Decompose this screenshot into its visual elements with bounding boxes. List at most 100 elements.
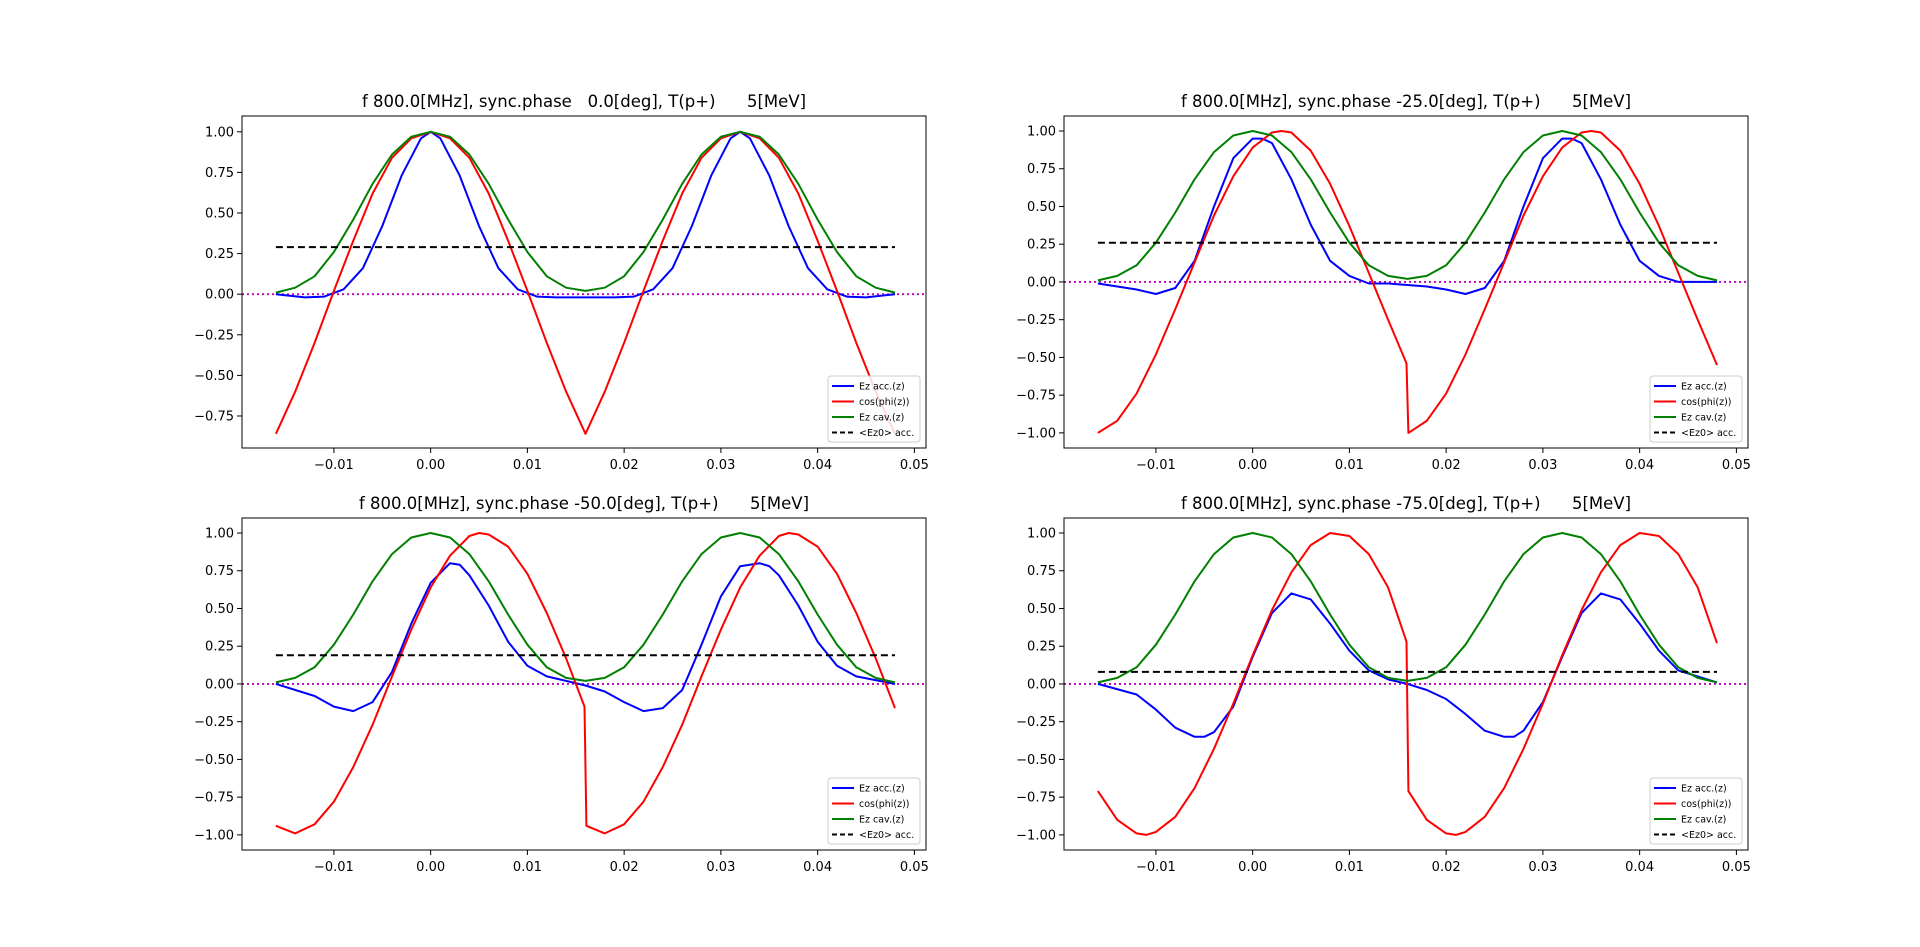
- legend-label: Ez acc.(z): [859, 784, 905, 795]
- series-line-2: [275, 532, 896, 835]
- x-tick-label: 0.00: [1238, 860, 1267, 875]
- series-line-1: [1097, 137, 1717, 295]
- y-tick-label: 0.00: [205, 677, 234, 692]
- x-tick-label: 0.03: [706, 458, 735, 473]
- x-tick-label: 0.02: [610, 860, 639, 875]
- legend: Ez acc.(z) cos(phi(z)) Ez cav.(z) <Ez0> acc…: [827, 777, 921, 845]
- x-tick-label: 0.00: [1238, 458, 1267, 473]
- x-tick-label: −0.01: [1136, 458, 1176, 473]
- y-tick-label: −0.50: [194, 369, 234, 384]
- chart-title: f 800.0[MHz], sync.phase -25.0[deg], T(p…: [1181, 92, 1631, 111]
- y-tick-label: −1.00: [1016, 828, 1056, 843]
- chart-title: f 800.0[MHz], sync.phase -75.0[deg], T(p…: [1181, 494, 1631, 513]
- legend-label: Ez cav.(z): [1681, 413, 1726, 424]
- series-line-3: [1097, 532, 1718, 684]
- legend-label: Ez cav.(z): [1681, 815, 1726, 826]
- y-tick-label: 0.25: [205, 640, 234, 655]
- subplot-1: f 800.0[MHz], sync.phase 0.0[deg], T(p+)…: [194, 92, 929, 473]
- legend-label: cos(phi(z)): [1681, 799, 1732, 810]
- y-tick-label: 0.50: [1027, 602, 1056, 617]
- x-tick-label: 0.04: [1625, 458, 1654, 473]
- y-tick-label: 0.50: [205, 602, 234, 617]
- series-line-1: [275, 562, 896, 713]
- y-tick-label: 0.00: [1027, 677, 1056, 692]
- series-line-2: [1097, 532, 1718, 836]
- y-tick-label: 1.00: [205, 125, 234, 140]
- series-line-1: [275, 130, 896, 299]
- x-tick-label: 0.05: [1722, 860, 1751, 875]
- legend-label: cos(phi(z)): [1681, 397, 1732, 408]
- y-tick-label: 0.50: [205, 206, 234, 221]
- x-tick-label: −0.01: [1136, 860, 1176, 875]
- x-tick-label: 0.00: [416, 458, 445, 473]
- legend-label: <Ez0> acc.: [859, 830, 914, 841]
- series-line-2: [1097, 130, 1718, 434]
- y-tick-label: −0.75: [194, 791, 234, 806]
- series-group: [1097, 532, 1718, 836]
- y-tick-label: −0.50: [194, 753, 234, 768]
- y-tick-label: 0.75: [1027, 162, 1056, 177]
- y-tick-label: −0.50: [1016, 753, 1056, 768]
- x-tick-label: 0.02: [1432, 860, 1461, 875]
- x-tick-label: 0.04: [803, 860, 832, 875]
- y-tick-label: 1.00: [205, 527, 234, 542]
- series-group: [274, 130, 896, 435]
- x-tick-label: 0.04: [1625, 860, 1654, 875]
- legend: Ez acc.(z) cos(phi(z)) Ez cav.(z) <Ez0> acc…: [1649, 375, 1743, 443]
- x-tick-label: 0.03: [706, 860, 735, 875]
- y-tick-label: 0.75: [205, 166, 234, 181]
- series-line-2: [274, 130, 896, 435]
- subplot-2: f 800.0[MHz], sync.phase -25.0[deg], T(p…: [1016, 92, 1751, 473]
- legend-label: cos(phi(z)): [859, 799, 910, 810]
- legend-label: <Ez0> acc.: [859, 428, 914, 439]
- y-tick-label: 0.25: [1027, 640, 1056, 655]
- chart-title: f 800.0[MHz], sync.phase -50.0[deg], T(p…: [359, 494, 809, 513]
- series-line-3: [275, 532, 896, 684]
- x-tick-label: 0.00: [416, 860, 445, 875]
- x-tick-label: 0.05: [900, 860, 929, 875]
- y-tick-label: 1.00: [1027, 125, 1056, 140]
- x-tick-label: −0.01: [314, 458, 354, 473]
- x-tick-label: 0.04: [803, 458, 832, 473]
- y-tick-label: 0.75: [205, 564, 234, 579]
- series-line-3: [275, 130, 896, 294]
- y-tick-label: 0.25: [1027, 238, 1056, 253]
- legend: Ez acc.(z) cos(phi(z)) Ez cav.(z) <Ez0> acc…: [1649, 777, 1743, 845]
- legend-box: [1649, 375, 1743, 443]
- legend-box: [1649, 777, 1743, 845]
- legend-label: Ez cav.(z): [859, 815, 904, 826]
- y-tick-label: −0.25: [1016, 715, 1056, 730]
- y-tick-label: −0.75: [1016, 389, 1056, 404]
- legend-box: [827, 375, 921, 443]
- y-tick-label: −1.00: [194, 828, 234, 843]
- legend-label: <Ez0> acc.: [1681, 830, 1736, 841]
- legend: Ez acc.(z) cos(phi(z)) Ez cav.(z) <Ez0> acc…: [827, 375, 921, 443]
- y-tick-label: 0.50: [1027, 200, 1056, 215]
- y-tick-label: 0.75: [1027, 564, 1056, 579]
- y-tick-label: −0.25: [1016, 313, 1056, 328]
- legend-box: [827, 777, 921, 845]
- legend-label: Ez acc.(z): [1681, 784, 1727, 795]
- subplot-3: f 800.0[MHz], sync.phase -50.0[deg], T(p…: [194, 494, 929, 875]
- subplot-4: f 800.0[MHz], sync.phase -75.0[deg], T(p…: [1016, 494, 1751, 875]
- y-tick-label: −1.00: [1016, 426, 1056, 441]
- x-tick-label: −0.01: [314, 860, 354, 875]
- series-line-3: [1097, 130, 1718, 282]
- legend-label: Ez acc.(z): [859, 382, 905, 393]
- x-tick-label: 0.01: [513, 860, 542, 875]
- y-tick-label: −0.25: [194, 715, 234, 730]
- y-tick-label: 1.00: [1027, 527, 1056, 542]
- x-tick-label: 0.01: [1335, 860, 1364, 875]
- y-tick-label: 0.25: [205, 247, 234, 262]
- y-tick-label: 0.00: [205, 288, 234, 303]
- y-tick-label: −0.75: [194, 409, 234, 424]
- legend-label: <Ez0> acc.: [1681, 428, 1736, 439]
- x-tick-label: 0.02: [610, 458, 639, 473]
- chart-title: f 800.0[MHz], sync.phase 0.0[deg], T(p+)…: [362, 92, 806, 111]
- x-tick-label: 0.01: [1335, 458, 1364, 473]
- legend-label: cos(phi(z)): [859, 397, 910, 408]
- x-tick-label: 0.02: [1432, 458, 1461, 473]
- series-group: [1097, 130, 1718, 434]
- y-tick-label: 0.00: [1027, 275, 1056, 290]
